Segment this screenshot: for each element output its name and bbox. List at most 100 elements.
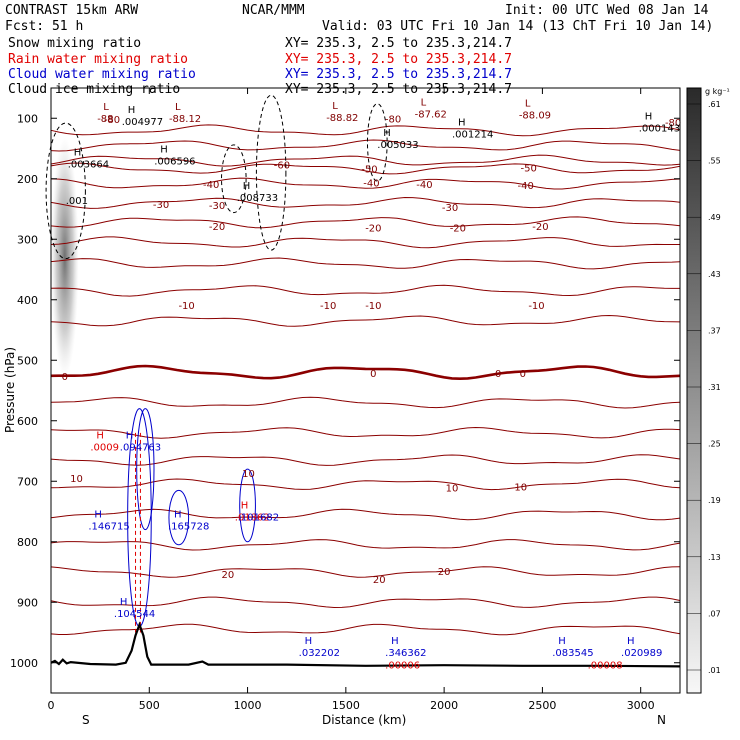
temperature-contour (50, 364, 681, 381)
legend-label-cloud-water: Cloud water mixing ratio (8, 67, 196, 82)
extremum-marker: H (305, 636, 313, 647)
extremum-value: .0009 (90, 443, 119, 454)
extremum-marker: H (126, 431, 134, 442)
legend-xy-rain: XY= 235.3, 2.5 to 235.3,214.7 (285, 52, 512, 67)
cloud-ice-contour (366, 103, 388, 182)
colorbar: g kg⁻¹ .61 .55 .49 .43 .37 .31 .25 .19 .13 .07 .01 (686, 87, 730, 694)
extremum-marker: H (128, 105, 136, 116)
extremum-marker: L (175, 102, 181, 113)
colorbar-label: .31 (708, 383, 721, 392)
x-tick-label: 500 (139, 699, 160, 712)
snow-shading (50, 137, 79, 378)
temperature-label: 0 (370, 369, 376, 380)
temperature-label: -40 (363, 179, 379, 190)
extremum-marker: L (525, 99, 531, 110)
temperature-label: -80 (385, 114, 401, 125)
colorbar-label: .19 (708, 496, 721, 505)
extremum-marker: L (332, 101, 338, 112)
extremum-value: .020989 (621, 648, 662, 659)
extremum-marker: L (103, 102, 109, 113)
valid-time: Valid: 03 UTC Fri 10 Jan 14 (13 ChT Fri … (322, 19, 713, 34)
colorbar-label: .13 (708, 553, 721, 562)
x-tick-label: 1000 (234, 699, 262, 712)
x-axis-south-label: S (82, 713, 90, 727)
extremum-value: .006596 (154, 157, 195, 168)
extremum-value: .001214 (452, 129, 493, 140)
cloud-water-contour (136, 408, 155, 531)
temperature-label: -40 (416, 180, 432, 191)
temperature-label: 0 (62, 372, 68, 383)
temperature-label: 0 (520, 369, 526, 380)
extremum-value: .101682 (238, 512, 279, 523)
extremum-value: .346362 (385, 648, 426, 659)
colorbar-label: .25 (708, 440, 721, 449)
colorbar-label: .01 (708, 666, 721, 675)
temperature-contour (50, 284, 680, 297)
x-tick-label: 2500 (528, 699, 556, 712)
extremum-value: -88.82 (326, 113, 358, 124)
temperature-label: -40 (203, 180, 219, 191)
temperature-contour (50, 623, 681, 636)
y-tick-label: 100 (17, 112, 38, 125)
colorbar-label: .61 (708, 100, 721, 109)
cloud-water-contour (239, 468, 256, 543)
extremum-value: .104544 (114, 609, 155, 620)
temperature-label: -50 (520, 163, 536, 174)
model-title: CONTRAST 15km ARW (5, 3, 138, 18)
extremum-value: -88 (97, 114, 113, 125)
extremum-marker: H (160, 145, 168, 156)
extremum-marker: H (174, 509, 182, 520)
y-tick-label: 900 (17, 596, 38, 609)
init-time: Init: 00 UTC Wed 08 Jan 14 (505, 3, 709, 18)
extremum-marker: H (645, 111, 653, 122)
extremum-marker: H (391, 636, 399, 647)
y-tick-label: 600 (17, 415, 38, 428)
y-tick-label: 500 (17, 354, 38, 367)
extremum-value: .005033 (377, 140, 418, 151)
extremum-marker: H (96, 431, 104, 442)
temperature-label: 20 (222, 570, 235, 581)
extremum-value: .083545 (552, 648, 593, 659)
y-tick-label: 1000 (10, 657, 38, 670)
temperature-label: -80 (104, 115, 120, 126)
legend-xy-cloud-ice: XY= 235.3, 2.5 to 235.3,214.7 (285, 82, 512, 97)
x-tick-label: 1500 (332, 699, 360, 712)
x-tick-label: 0 (48, 699, 55, 712)
extremum-value: .000143 (639, 123, 680, 134)
temperature-contour (50, 539, 681, 551)
temperature-label: -10 (320, 301, 336, 312)
x-axis-label: Distance (km) (322, 713, 406, 727)
temperature-label: -80 (665, 118, 681, 129)
cloud-ice-contour (255, 94, 287, 251)
legend-label-cloud-ice: Cloud ice mixing ratio (8, 82, 180, 97)
legend-label-rain: Rain water mixing ratio (8, 52, 188, 67)
colorbar-gradient (686, 87, 702, 694)
cloud-water-contour (168, 489, 190, 546)
temperature-label: -10 (528, 301, 544, 312)
x-tick-label: 2000 (430, 699, 458, 712)
extremum-value: .032202 (299, 648, 340, 659)
colorbar-unit: g kg⁻¹ (705, 87, 730, 96)
temperature-contour (50, 162, 681, 175)
extremum-value: .165728 (168, 521, 209, 532)
legend-xy-snow: XY= 235.3, 2.5 to 235.3,214.7 (285, 36, 512, 51)
extremum-value: -88.09 (519, 111, 551, 122)
legend-label-snow: Snow mixing ratio (8, 36, 141, 51)
temperature-label: -30 (153, 200, 169, 211)
extremum-marker: H (458, 117, 466, 128)
temperature-label: -60 (274, 160, 290, 171)
terrain-line (50, 621, 681, 668)
extremum-marker: H (94, 509, 102, 520)
forecast-hour: Fcst: 51 h (5, 19, 83, 34)
y-axis-label: Pressure (hPa) (3, 347, 17, 433)
temperature-contour (50, 426, 681, 439)
y-tick-label: 400 (17, 294, 38, 307)
temperature-contour (50, 454, 681, 466)
extremum-value: .008733 (237, 193, 278, 204)
colorbar-label: .37 (708, 326, 721, 335)
center-title: NCAR/MMM (242, 3, 305, 18)
extremum-marker: H (383, 128, 391, 139)
legend-xy-cloud-water: XY= 235.3, 2.5 to 235.3,214.7 (285, 67, 512, 82)
y-tick-label: 300 (17, 233, 38, 246)
